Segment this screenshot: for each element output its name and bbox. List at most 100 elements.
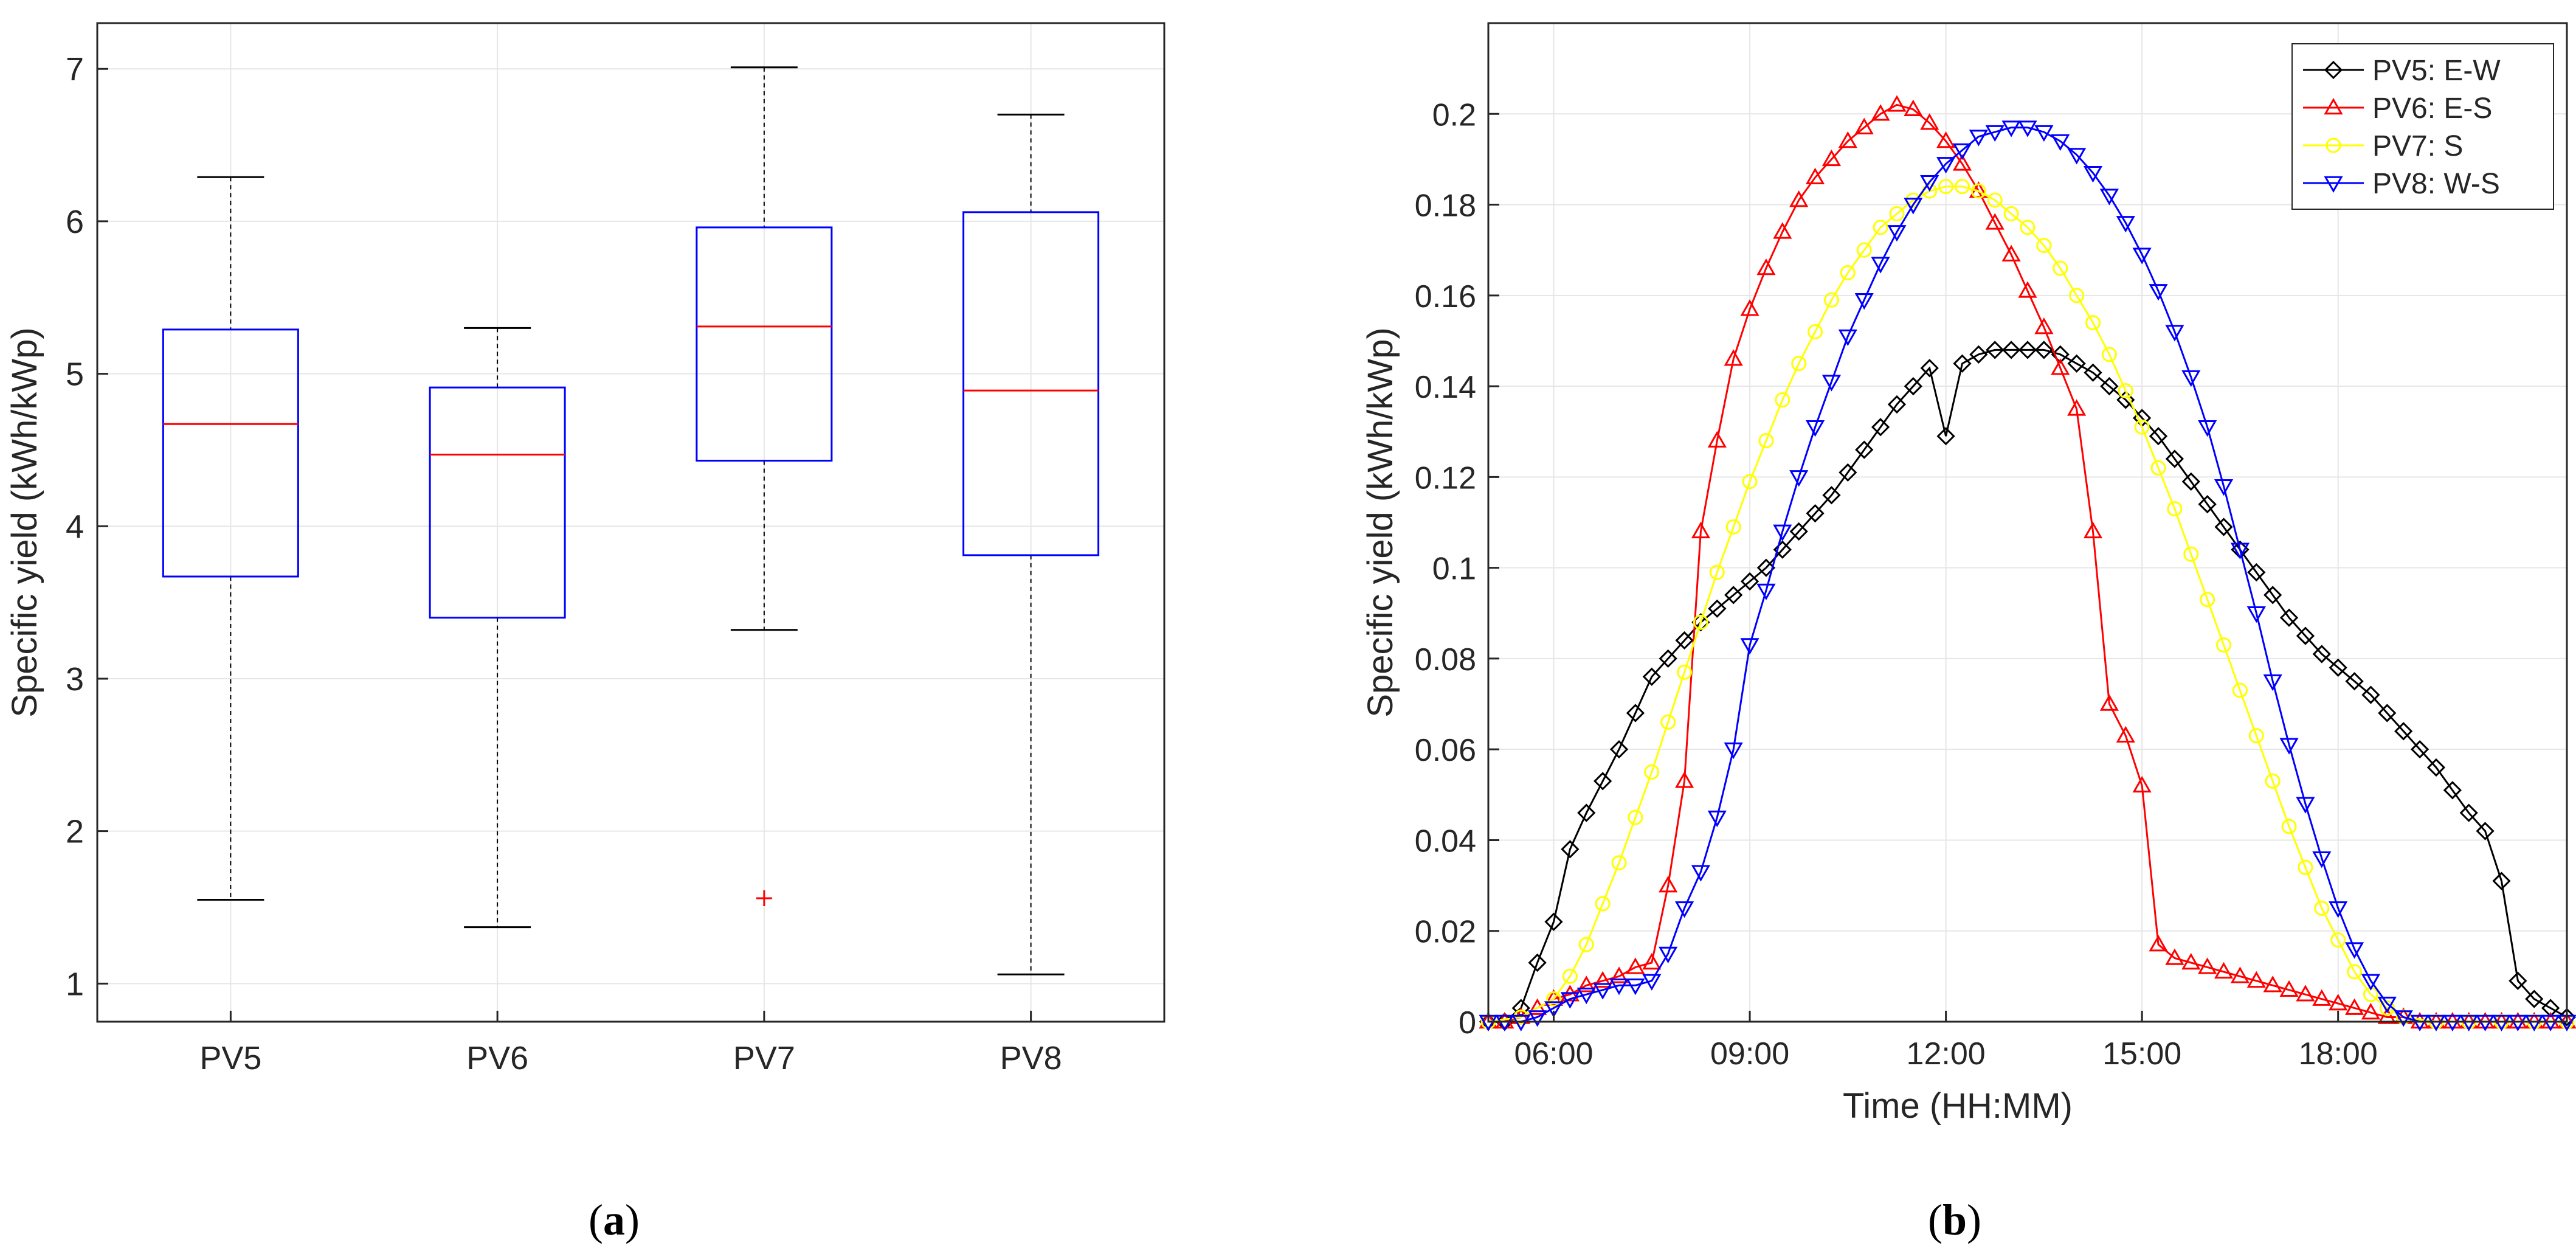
a-x-tick-label: PV7 xyxy=(733,1040,795,1076)
data-point xyxy=(2181,952,2201,970)
data-point xyxy=(2476,1014,2495,1032)
data-point xyxy=(1985,125,2005,142)
data-point xyxy=(2034,317,2054,334)
data-point xyxy=(1594,772,1612,791)
data-point xyxy=(1854,293,1874,310)
data-point xyxy=(1561,840,1580,859)
data-point xyxy=(1969,345,1988,364)
data-point xyxy=(2085,315,2101,331)
data-point xyxy=(2361,685,2380,704)
caption-b-open: ( xyxy=(1928,1196,1942,1244)
panel-b-series xyxy=(1479,95,2576,1032)
data-point xyxy=(1709,564,1725,580)
data-point xyxy=(1920,359,1939,378)
data-point xyxy=(2183,546,2199,562)
b-y-tick-label: 0.14 xyxy=(1415,370,1476,405)
data-point xyxy=(1938,179,1954,195)
data-point xyxy=(2214,961,2234,979)
data-point xyxy=(1756,558,1776,577)
a-y-tick-label: 7 xyxy=(66,51,84,88)
data-point xyxy=(1920,113,1939,130)
data-point xyxy=(1887,95,1907,112)
data-point xyxy=(2394,722,2413,741)
data-point xyxy=(1659,946,1678,964)
legend-label: PV5: E-W xyxy=(2372,55,2501,87)
data-point xyxy=(1677,664,1693,680)
series-pv6 xyxy=(1479,95,2576,1029)
data-point xyxy=(1626,957,1645,974)
data-point xyxy=(1546,991,1562,1007)
data-point xyxy=(2246,971,2266,988)
data-point xyxy=(2410,1014,2429,1032)
data-point xyxy=(2003,206,2019,221)
a-x-tick-label: PV6 xyxy=(466,1040,528,1076)
b-y-tick-label: 0.02 xyxy=(1415,915,1476,950)
panel-b-axes-frame xyxy=(1487,22,2568,1023)
b-x-tick-label: 18:00 xyxy=(2299,1036,2378,1072)
data-point xyxy=(1742,474,1758,490)
series-line xyxy=(1488,103,2567,1023)
data-point xyxy=(2181,472,2200,491)
data-point xyxy=(2118,383,2133,399)
data-point xyxy=(2246,606,2266,623)
data-point xyxy=(1953,354,1972,373)
data-point xyxy=(1838,131,1857,148)
data-point xyxy=(2314,900,2330,916)
data-point xyxy=(2116,216,2135,233)
data-point xyxy=(2165,948,2184,965)
data-point xyxy=(1693,614,1708,630)
data-point xyxy=(2018,120,2037,137)
data-point xyxy=(2134,419,2150,435)
a-y-tick-label: 6 xyxy=(66,204,84,240)
panel-a-boxes xyxy=(162,66,1100,975)
data-point xyxy=(2051,358,2070,375)
data-point xyxy=(1642,952,1662,970)
panel-b-legend: PV5: E-W PV6: E-S PV7: S PV8: W-S xyxy=(2291,43,2554,210)
data-point xyxy=(1562,968,1578,984)
data-point xyxy=(2099,694,2119,711)
data-point xyxy=(2001,244,2021,262)
legend-box xyxy=(2291,43,2554,210)
data-point xyxy=(2296,797,2315,814)
data-point xyxy=(1511,1014,1531,1032)
panel-b-line-chart: 0 0.02 0.04 0.06 0.08 0.1 0.12 0.14 0.16 0.18 0.2 0… xyxy=(1361,22,2576,1126)
data-point xyxy=(2001,120,2021,137)
data-point xyxy=(1920,175,1939,192)
data-point xyxy=(2329,658,2347,677)
data-point xyxy=(2265,773,2281,789)
data-point xyxy=(1660,714,1676,730)
data-point xyxy=(1808,324,1823,340)
data-point xyxy=(2298,859,2313,875)
b-x-tick-label: 12:00 xyxy=(1907,1036,1986,1072)
data-point xyxy=(2198,420,2217,437)
data-point xyxy=(2214,518,2233,536)
series-line xyxy=(1488,126,2567,1023)
data-point xyxy=(1889,206,1905,221)
data-point xyxy=(1756,583,1776,600)
data-point xyxy=(1642,667,1661,686)
data-point xyxy=(2541,1014,2560,1032)
data-point xyxy=(1838,329,1857,347)
a-y-tick-label: 4 xyxy=(66,508,84,545)
data-point xyxy=(1758,433,1774,449)
data-point xyxy=(2149,935,2168,952)
data-point xyxy=(2279,980,2299,997)
data-point xyxy=(2116,726,2135,743)
data-point xyxy=(1628,809,1643,825)
data-point xyxy=(2034,125,2054,142)
data-point xyxy=(2279,738,2299,755)
caption-a-open: ( xyxy=(589,1196,603,1244)
a-y-tick-label: 1 xyxy=(66,966,84,1002)
data-point xyxy=(2100,376,2119,396)
caption-a-close: ) xyxy=(625,1196,640,1244)
b-y-tick-label: 0.08 xyxy=(1415,642,1476,677)
data-point xyxy=(1626,704,1645,722)
data-point xyxy=(2053,260,2068,276)
data-point xyxy=(1674,901,1694,918)
data-point xyxy=(2443,781,2462,800)
data-point xyxy=(2443,1014,2462,1032)
data-point xyxy=(2296,985,2315,1002)
data-point xyxy=(2361,974,2381,991)
data-point xyxy=(1969,130,1988,147)
data-point xyxy=(2248,728,2264,744)
